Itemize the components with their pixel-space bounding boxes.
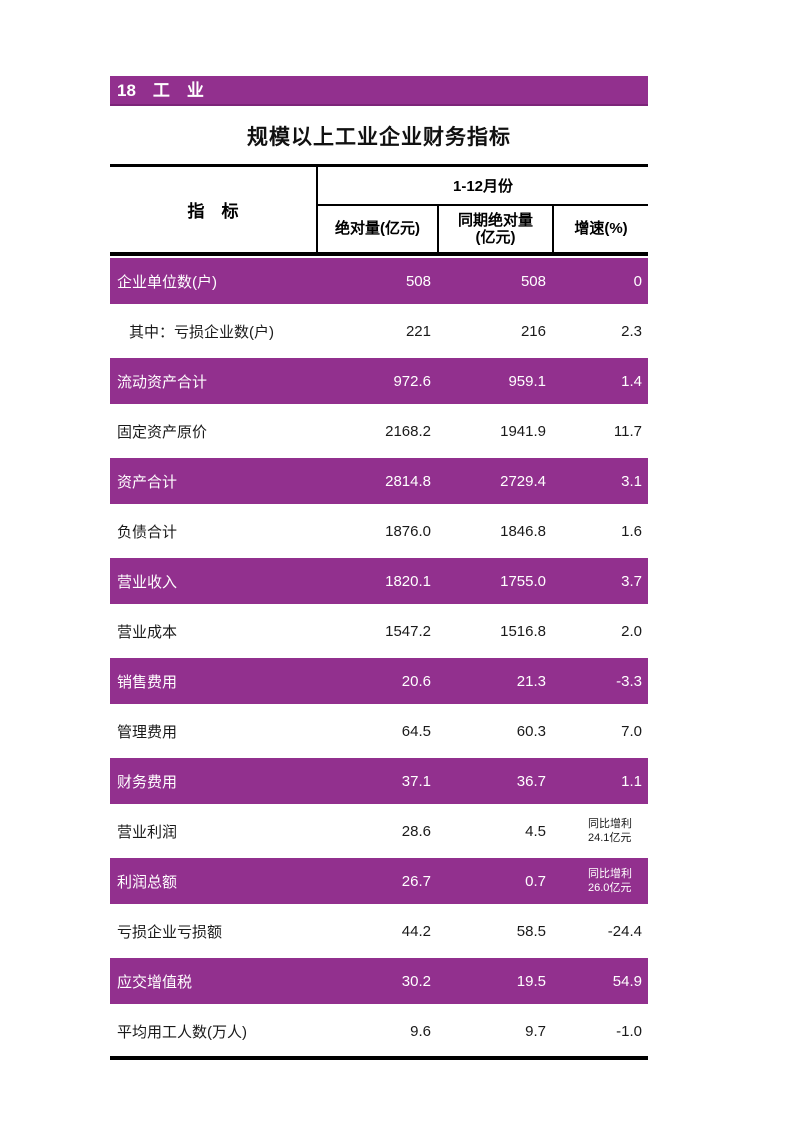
row-growth: 1.1	[621, 772, 642, 790]
row-absolute: 221	[405, 322, 431, 340]
row-absolute: 9.6	[410, 1022, 431, 1040]
row-prev: 1846.8	[500, 522, 546, 540]
row-label: 利润总额	[117, 873, 178, 891]
table-row: 财务费用 37.1 36.7 1.1	[110, 756, 648, 806]
growth-note: 同比增利 24.1亿元	[588, 817, 632, 844]
row-prev: 508	[520, 272, 546, 290]
row-growth: -3.3	[616, 672, 642, 690]
row-prev: 216	[520, 322, 546, 340]
row-growth: 7.0	[621, 722, 642, 740]
row-absolute: 37.1	[401, 772, 431, 790]
row-absolute: 64.5	[401, 722, 431, 740]
row-prev: 60.3	[516, 722, 546, 740]
row-prev: 4.5	[525, 822, 546, 840]
section-title: 18 工 业	[117, 81, 204, 100]
header-period-group: 1-12月份 绝对量(亿元) 同期绝对量 (亿元) 增速(%)	[318, 167, 648, 252]
table-row: 利润总额 26.7 0.7 同比增利 26.0亿元	[110, 856, 648, 906]
row-absolute: 30.2	[401, 972, 431, 990]
table-row: 固定资产原价 2168.2 1941.9 11.7	[110, 406, 648, 456]
row-absolute: 28.6	[401, 822, 431, 840]
page-content: 18 工 业 规模以上工业企业财务指标 指 标 1-12月份 绝对量(亿元) 同…	[110, 76, 648, 1060]
row-growth: 3.1	[621, 472, 642, 490]
row-prev: 0.7	[525, 872, 546, 890]
row-label: 销售费用	[117, 673, 178, 691]
table-row: 其中：亏损企业数(户) 221 216 2.3	[110, 306, 648, 356]
row-label: 负债合计	[117, 523, 178, 541]
row-label: 营业成本	[117, 623, 178, 641]
section-header-band: 18 工 业	[110, 76, 648, 106]
row-prev: 959.1	[508, 372, 546, 390]
row-growth: 同比增利 26.0亿元	[552, 867, 648, 896]
header-period: 1-12月份	[318, 167, 648, 206]
row-absolute: 508	[405, 272, 431, 290]
row-growth: -1.0	[616, 1022, 642, 1040]
growth-note: 同比增利 26.0亿元	[588, 867, 632, 894]
page-title: 规模以上工业企业财务指标	[247, 126, 511, 149]
table-row: 销售费用 20.6 21.3 -3.3	[110, 656, 648, 706]
table-header: 指 标 1-12月份 绝对量(亿元) 同期绝对量 (亿元) 增速(%)	[110, 167, 648, 256]
row-label: 资产合计	[117, 473, 178, 491]
table-row: 营业利润 28.6 4.5 同比增利 24.1亿元	[110, 806, 648, 856]
row-label: 企业单位数(户)	[117, 273, 217, 291]
row-prev: 58.5	[516, 922, 546, 940]
row-absolute: 2168.2	[385, 422, 431, 440]
row-growth: 2.3	[621, 322, 642, 340]
row-label: 应交增值税	[117, 973, 193, 991]
row-label: 营业利润	[117, 823, 178, 841]
row-label: 管理费用	[117, 723, 178, 741]
row-absolute: 2814.8	[385, 472, 431, 490]
row-absolute: 44.2	[401, 922, 431, 940]
row-prev: 36.7	[516, 772, 546, 790]
table-body: 企业单位数(户) 508 508 0 其中：亏损企业数(户) 221 216 2…	[110, 256, 648, 1060]
row-absolute: 26.7	[401, 872, 431, 890]
row-prev: 19.5	[516, 972, 546, 990]
table-row: 平均用工人数(万人) 9.6 9.7 -1.0	[110, 1006, 648, 1056]
row-growth: 2.0	[621, 622, 642, 640]
row-growth: 同比增利 24.1亿元	[552, 817, 648, 846]
header-col-growth: 增速(%)	[552, 206, 648, 252]
row-growth: -24.4	[607, 922, 642, 940]
row-prev: 2729.4	[500, 472, 546, 490]
table-row: 管理费用 64.5 60.3 7.0	[110, 706, 648, 756]
row-absolute: 1820.1	[385, 572, 431, 590]
table-row: 营业收入 1820.1 1755.0 3.7	[110, 556, 648, 606]
row-label: 固定资产原价	[117, 423, 208, 441]
table-row: 企业单位数(户) 508 508 0	[110, 256, 648, 306]
row-absolute: 972.6	[393, 372, 431, 390]
row-growth: 3.7	[621, 572, 642, 590]
row-growth: 0	[633, 272, 642, 290]
row-absolute: 20.6	[401, 672, 431, 690]
table-row: 流动资产合计 972.6 959.1 1.4	[110, 356, 648, 406]
row-prev: 21.3	[516, 672, 546, 690]
row-absolute: 1876.0	[385, 522, 431, 540]
row-prev: 1941.9	[500, 422, 546, 440]
row-growth: 11.7	[613, 422, 642, 440]
row-label: 其中：亏损企业数(户)	[129, 323, 274, 341]
row-prev: 1516.8	[500, 622, 546, 640]
row-label: 营业收入	[117, 573, 178, 591]
row-label: 平均用工人数(万人)	[117, 1023, 247, 1041]
row-prev: 9.7	[525, 1022, 546, 1040]
header-indicator: 指 标	[110, 167, 318, 252]
header-subcolumns: 绝对量(亿元) 同期绝对量 (亿元) 增速(%)	[318, 206, 648, 252]
row-growth: 1.4	[621, 372, 642, 390]
table-row: 亏损企业亏损额 44.2 58.5 -24.4	[110, 906, 648, 956]
financial-indicators-table: 指 标 1-12月份 绝对量(亿元) 同期绝对量 (亿元) 增速(%) 企业单位…	[110, 164, 648, 1060]
table-row: 资产合计 2814.8 2729.4 3.1	[110, 456, 648, 506]
row-label: 财务费用	[117, 773, 178, 791]
row-growth: 1.6	[621, 522, 642, 540]
table-row: 应交增值税 30.2 19.5 54.9	[110, 956, 648, 1006]
row-absolute: 1547.2	[385, 622, 431, 640]
table-row: 负债合计 1876.0 1846.8 1.6	[110, 506, 648, 556]
row-label: 流动资产合计	[117, 373, 208, 391]
header-col-absolute: 绝对量(亿元)	[335, 220, 420, 238]
header-col-prev-absolute: 同期绝对量 (亿元)	[437, 206, 552, 252]
row-growth: 54.9	[612, 972, 642, 990]
row-prev: 1755.0	[500, 572, 546, 590]
table-row: 营业成本 1547.2 1516.8 2.0	[110, 606, 648, 656]
row-label: 亏损企业亏损额	[117, 923, 223, 941]
